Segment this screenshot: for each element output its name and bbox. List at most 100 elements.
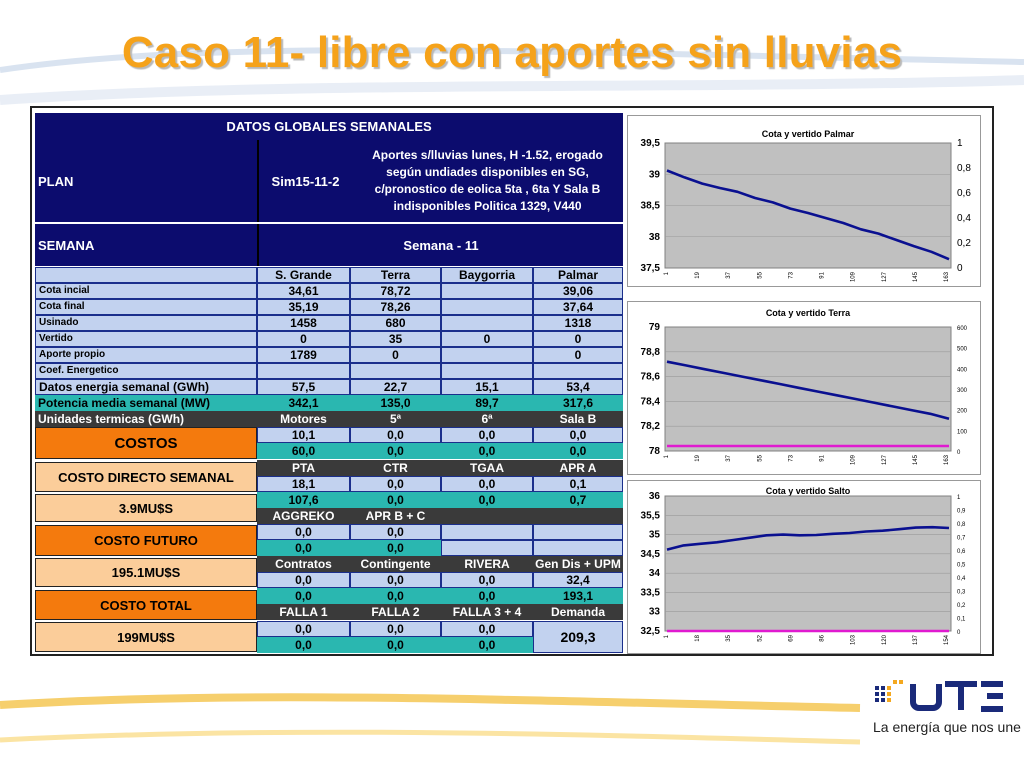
chart-terra: Cota y vertido Terra 79 78,8 78,6 78,4 78,2 78… bbox=[627, 301, 981, 475]
row-value bbox=[441, 347, 533, 363]
row-value bbox=[441, 283, 533, 299]
row-value bbox=[257, 363, 350, 379]
x-tick-label: 163 bbox=[944, 454, 950, 465]
y2-tick-label: 100 bbox=[957, 429, 968, 435]
y-tick-label: 79 bbox=[649, 322, 661, 333]
x-tick-label: 1 bbox=[664, 271, 670, 275]
row-value: 0 bbox=[350, 347, 441, 363]
grid-cell-r3: 0,0 bbox=[350, 476, 441, 492]
column-header: S. Grande bbox=[257, 267, 350, 283]
y-tick-label: 78,2 bbox=[641, 421, 661, 432]
y-tick-label: 37,5 bbox=[641, 263, 661, 274]
x-tick-label: 127 bbox=[882, 454, 888, 465]
x-tick-label: 1 bbox=[664, 634, 670, 638]
row-value: 35,19 bbox=[257, 299, 350, 315]
grid-cell-r10: 0,0 bbox=[350, 637, 441, 653]
row-value: 39,06 bbox=[533, 283, 623, 299]
x-tick-label: 91 bbox=[820, 271, 826, 278]
row-value: 35 bbox=[350, 331, 441, 347]
costo-futuro-value: 195.1MU$S bbox=[35, 558, 257, 587]
y-tick-label: 34,5 bbox=[641, 549, 661, 560]
row-value: 0 bbox=[257, 331, 350, 347]
y2-tick-label: 0,6 bbox=[957, 188, 971, 199]
row-label: Cota incial bbox=[35, 283, 257, 299]
grid-cell-r4: 107,6 bbox=[257, 492, 350, 508]
y-tick-label: 78,4 bbox=[641, 396, 661, 407]
demanda-value: 209,3 bbox=[533, 621, 623, 653]
y2-tick-label: 0,4 bbox=[957, 576, 966, 582]
row-value bbox=[350, 363, 441, 379]
plan-label: PLAN bbox=[35, 140, 257, 222]
grid-cell-r6: 0,0 bbox=[350, 540, 441, 556]
grid-cell-h3: APR B + C bbox=[350, 508, 441, 524]
grid-cell-r6: 0,0 bbox=[257, 540, 350, 556]
row-label: Aporte propio bbox=[35, 347, 257, 363]
chart-terra-svg: Cota y vertido Terra 79 78,8 78,6 78,4 78,2 78… bbox=[641, 308, 968, 465]
chart-title: Cota y vertido Terra bbox=[766, 308, 851, 318]
grid-cell-r3: 0,0 bbox=[441, 476, 533, 492]
costo-total-label: COSTO TOTAL bbox=[35, 590, 257, 620]
grid-cell-r8: 193,1 bbox=[533, 588, 623, 604]
x-tick-label: 37 bbox=[726, 271, 732, 278]
y2-tick-label: 0,4 bbox=[957, 213, 971, 224]
x-tick-label: 73 bbox=[788, 454, 794, 461]
y-tick-label: 38 bbox=[649, 232, 661, 243]
y2-tick-label: 0,5 bbox=[957, 563, 966, 569]
grid-cell-r5: 0,0 bbox=[257, 524, 350, 540]
x-tick-label: 145 bbox=[913, 454, 919, 465]
y-tick-label: 33 bbox=[649, 607, 661, 618]
y-tick-label: 34 bbox=[649, 568, 661, 579]
row-value: 0 bbox=[533, 331, 623, 347]
grid-cell-r8: 0,0 bbox=[350, 588, 441, 604]
termicas-value: 5ª bbox=[350, 411, 441, 427]
plan-note-line: según undiades disponibles en SG, bbox=[386, 165, 589, 180]
grid-cell-r10: 0,0 bbox=[441, 637, 533, 653]
grid-cell-r4: 0,0 bbox=[441, 492, 533, 508]
x-tick-label: 19 bbox=[695, 454, 701, 461]
y2-tick-label: 0,2 bbox=[957, 238, 971, 249]
grid-cell-r1: 0,0 bbox=[533, 427, 623, 443]
grid-cell-h2: TGAA bbox=[441, 460, 533, 476]
column-header: Palmar bbox=[533, 267, 623, 283]
x-tick-label: 55 bbox=[757, 454, 763, 461]
row-label: Vertido bbox=[35, 331, 257, 347]
y2-tick-label: 0 bbox=[957, 263, 963, 274]
series-line bbox=[666, 525, 950, 551]
y2-tick-label: 0,8 bbox=[957, 522, 966, 528]
logo-slogan: La energía que nos une bbox=[873, 719, 1021, 735]
row-value: 0 bbox=[533, 347, 623, 363]
x-tick-label: 19 bbox=[695, 271, 701, 278]
column-header-blank bbox=[35, 267, 257, 283]
energia-label: Datos energia semanal (GWh) bbox=[35, 379, 257, 395]
plot-area bbox=[664, 495, 952, 632]
grid-cell-h2: APR A bbox=[533, 460, 623, 476]
row-value: 1318 bbox=[533, 315, 623, 331]
y2-tick-label: 1 bbox=[957, 495, 961, 501]
grid-cell-r7: 32,4 bbox=[533, 572, 623, 588]
row-value: 1458 bbox=[257, 315, 350, 331]
row-value bbox=[441, 363, 533, 379]
x-tick-label: 1 bbox=[664, 454, 670, 458]
potencia-value: 89,7 bbox=[441, 395, 533, 411]
x-tick-label: 109 bbox=[851, 271, 857, 282]
row-value bbox=[533, 363, 623, 379]
x-tick-label: 137 bbox=[913, 634, 919, 645]
row-value: 1789 bbox=[257, 347, 350, 363]
x-tick-label: 86 bbox=[820, 634, 826, 641]
y-tick-label: 36 bbox=[649, 491, 661, 502]
y2-tick-label: 0,7 bbox=[957, 536, 966, 542]
y2-tick-label: 0,6 bbox=[957, 549, 966, 555]
y-tick-label: 39 bbox=[649, 169, 661, 180]
plan-note-line: indisponibles Politica 1329, V440 bbox=[393, 198, 582, 213]
grid-cell-h3 bbox=[533, 508, 623, 524]
y2-tick-label: 0 bbox=[957, 450, 961, 456]
grid-cell-h4: Contratos bbox=[257, 556, 350, 572]
grid-cell-r3: 0,1 bbox=[533, 476, 623, 492]
grid-cell-r2: 60,0 bbox=[257, 443, 350, 459]
table-header: DATOS GLOBALES SEMANALES bbox=[35, 113, 623, 140]
y2-tick-label: 0,8 bbox=[957, 163, 971, 174]
grid-cell-r6 bbox=[533, 540, 623, 556]
y2-tick-label: 400 bbox=[957, 367, 968, 373]
y2-tick-label: 0,9 bbox=[957, 509, 966, 515]
x-tick-label: 109 bbox=[851, 454, 857, 465]
